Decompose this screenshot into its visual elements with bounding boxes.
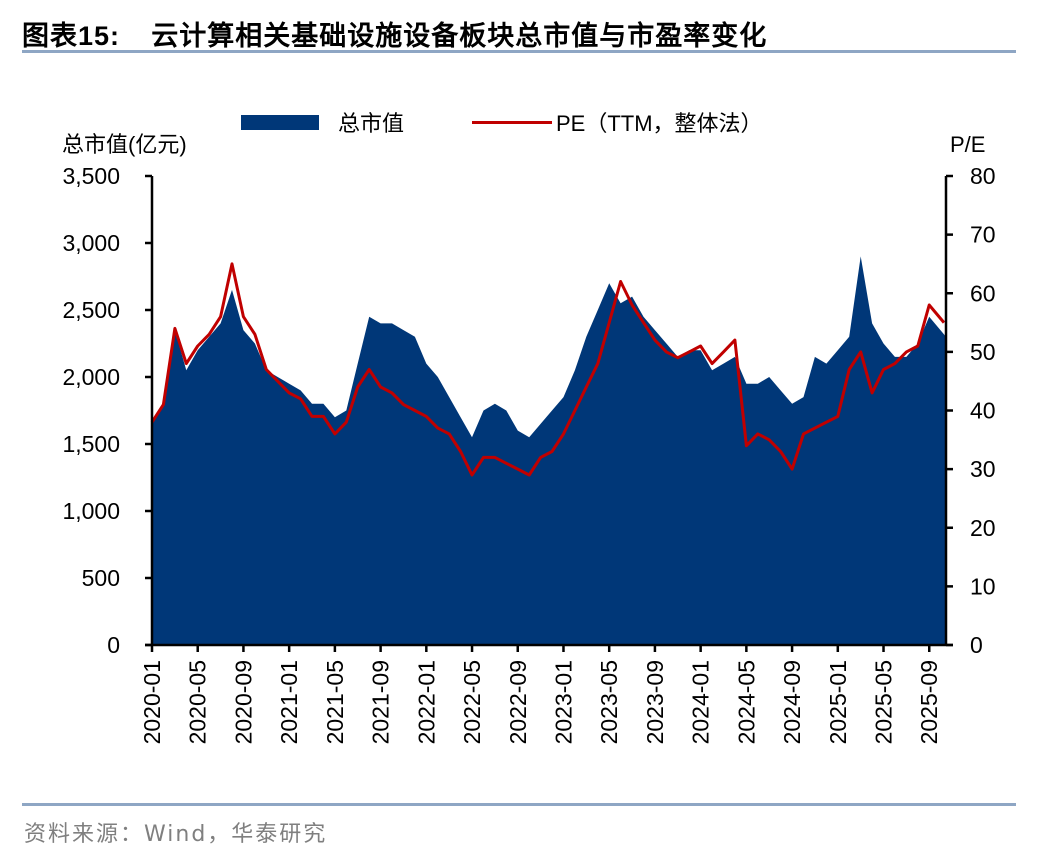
- legend-swatch-market-cap: [241, 115, 319, 130]
- y-tick-label-right: 70: [970, 222, 996, 248]
- y-tick-label-right: 20: [970, 515, 996, 541]
- x-tick-label: 2023-09: [642, 660, 668, 744]
- x-tick-label: 2024-05: [733, 660, 759, 744]
- x-tick-label: 2023-01: [550, 660, 576, 744]
- x-tick-label: 2020-05: [185, 660, 211, 744]
- y-tick-label-left: 1,000: [62, 498, 120, 524]
- x-tick-label: 2020-01: [139, 660, 165, 744]
- y-tick-label-right: 40: [970, 398, 996, 424]
- y-tick-label-left: 3,500: [62, 163, 120, 189]
- source-divider: [22, 803, 1016, 806]
- y-tick-label-right: 60: [970, 280, 996, 306]
- y-tick-label-right: 50: [970, 339, 996, 365]
- x-tick-label: 2024-09: [779, 660, 805, 744]
- plot-area: [150, 256, 946, 645]
- x-tick-label: 2022-01: [413, 660, 439, 744]
- y-tick-label-left: 500: [82, 565, 120, 591]
- x-tick-label: 2021-05: [322, 660, 348, 744]
- y-axis-title-left: 总市值(亿元): [62, 132, 187, 157]
- legend-label-pe: PE（TTM，整体法）: [556, 111, 763, 136]
- title-prefix: 图表15:: [22, 21, 121, 51]
- x-tick-label: 2025-05: [871, 660, 897, 744]
- y-axis-title-right: P/E: [950, 132, 985, 157]
- title-divider: [22, 50, 1016, 53]
- x-tick-label: 2022-05: [459, 660, 485, 744]
- axes: 0 500 1,000 1,500 2,000 2,500 3,000 3,500 0 10 20 3…: [62, 163, 995, 744]
- y-tick-label-right: 10: [970, 573, 996, 599]
- market-cap-area: [152, 256, 946, 645]
- y-tick-label-left: 2,500: [62, 297, 120, 323]
- legend: 总市值 PE（TTM，整体法）: [241, 111, 763, 136]
- chart-title: 图表15: 云计算相关基础设施设备板块总市值与市盈率变化: [22, 14, 767, 53]
- y-tick-label-right: 80: [970, 163, 996, 189]
- y-tick-label-left: 3,000: [62, 230, 120, 256]
- title-text: 云计算相关基础设施设备板块总市值与市盈率变化: [151, 21, 768, 52]
- y-tick-label-right: 0: [970, 632, 983, 658]
- pe-line: [150, 262, 946, 477]
- x-tick-label: 2025-09: [916, 660, 942, 744]
- y-tick-label-left: 0: [107, 632, 120, 658]
- x-tick-label: 2021-09: [368, 660, 394, 744]
- x-tick-label: 2020-09: [230, 660, 256, 744]
- y-tick-label-left: 1,500: [62, 431, 120, 457]
- x-tick-label: 2021-01: [276, 660, 302, 744]
- y-tick-label-right: 30: [970, 456, 996, 482]
- source-note: 资料来源：Wind，华泰研究: [24, 822, 328, 847]
- x-tick-label: 2024-01: [688, 660, 714, 744]
- x-tick-label: 2022-09: [505, 660, 531, 744]
- y-tick-label-left: 2,000: [62, 364, 120, 390]
- x-tick-label: 2023-05: [596, 660, 622, 744]
- x-tick-label: 2025-01: [825, 660, 851, 744]
- legend-label-market-cap: 总市值: [338, 111, 404, 136]
